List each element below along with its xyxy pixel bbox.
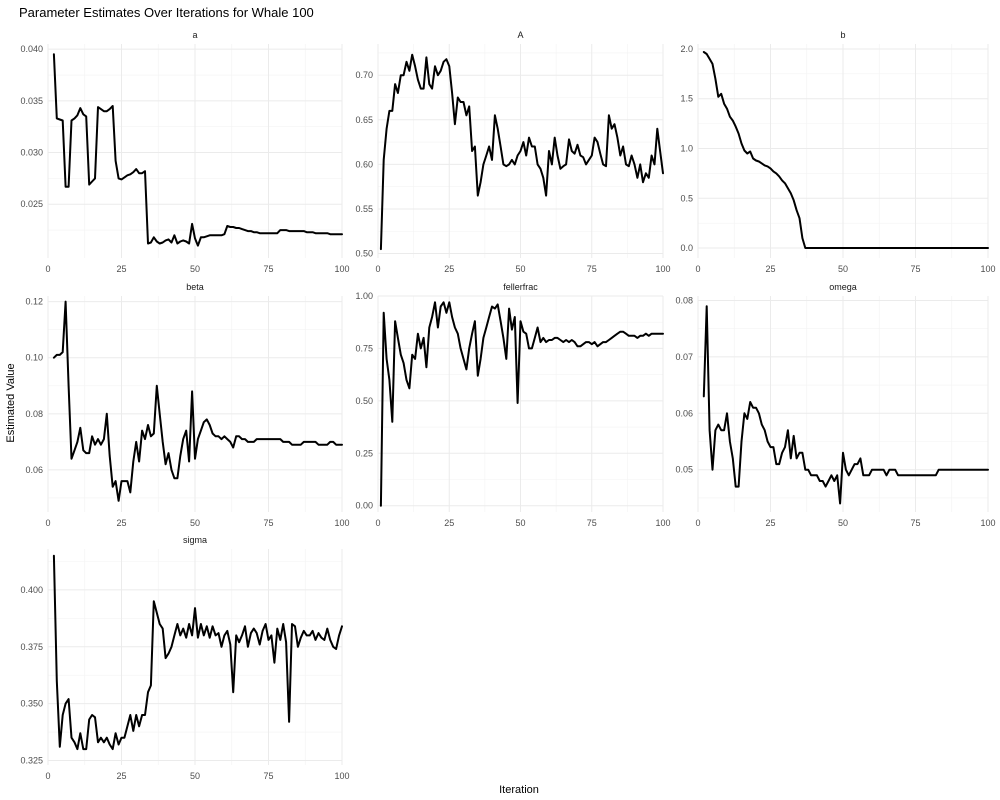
- y-tick-label: 1.0: [680, 144, 693, 154]
- x-tick-label: 50: [838, 518, 848, 528]
- panel-strip-label: a: [192, 30, 197, 40]
- x-tick-label: 0: [375, 518, 380, 528]
- series-line-b: [702, 51, 989, 249]
- panel-strip-label: b: [840, 30, 845, 40]
- y-tick-label: 0.10: [25, 353, 43, 363]
- panel-a: a 0.025 0.030 0.035 0.040 0 25 50 75 100: [20, 30, 349, 274]
- y-tick-label: 0.08: [25, 409, 43, 419]
- y-tick-label: 0.55: [355, 204, 373, 214]
- x-tick-label: 75: [263, 264, 273, 274]
- y-tick-label: 0.07: [675, 352, 693, 362]
- x-tick-label: 75: [910, 518, 920, 528]
- y-tick-label: 0.06: [25, 465, 43, 475]
- x-tick-label: 100: [980, 518, 995, 528]
- y-tick-label: 0.035: [20, 96, 43, 106]
- x-tick-label: 0: [45, 771, 50, 781]
- x-tick-label: 75: [263, 518, 273, 528]
- y-tick-label: 1.5: [680, 94, 693, 104]
- x-tick-label: 0: [695, 264, 700, 274]
- x-tick-label: 50: [190, 771, 200, 781]
- y-tick-label: 0.25: [355, 448, 373, 458]
- y-tick-label: 0.70: [355, 70, 373, 80]
- x-tick-label: 50: [515, 264, 525, 274]
- y-tick-label: 0.400: [20, 585, 43, 595]
- y-tick-label: 0.50: [355, 396, 373, 406]
- x-tick-label: 0: [375, 264, 380, 274]
- y-tick-label: 0.60: [355, 159, 373, 169]
- series-line-a: [52, 53, 343, 247]
- y-tick-label: 0.12: [25, 297, 43, 307]
- x-tick-label: 75: [263, 771, 273, 781]
- y-tick-label: 0.025: [20, 199, 43, 209]
- y-tick-label: 0.5: [680, 193, 693, 203]
- y-tick-label: 0.350: [20, 699, 43, 709]
- series-line-omega: [702, 305, 989, 505]
- panel-beta: beta 0.06 0.08 0.10 0.12 0 25 50 75 100: [25, 282, 349, 528]
- x-tick-label: 25: [444, 518, 454, 528]
- series-line-sigma: [52, 554, 343, 751]
- y-axis-title: Estimated Value: [5, 363, 17, 442]
- x-tick-label: 50: [190, 264, 200, 274]
- x-tick-label: 0: [695, 518, 700, 528]
- panel-strip-label: sigma: [183, 535, 207, 545]
- x-tick-label: 75: [910, 264, 920, 274]
- panel-strip-label: beta: [186, 282, 204, 292]
- panel-strip-label: fellerfrac: [503, 282, 538, 292]
- series-line-beta: [52, 300, 343, 502]
- panel-strip-label: omega: [829, 282, 857, 292]
- x-tick-label: 100: [980, 264, 995, 274]
- y-tick-label: 0.08: [675, 296, 693, 306]
- y-tick-label: 0.75: [355, 343, 373, 353]
- y-tick-label: 0.0: [680, 243, 693, 253]
- x-tick-label: 50: [515, 518, 525, 528]
- y-tick-label: 0.00: [355, 501, 373, 511]
- x-tick-label: 100: [334, 264, 349, 274]
- series-line-a: [379, 53, 664, 251]
- x-tick-label: 100: [655, 264, 670, 274]
- y-tick-label: 0.50: [355, 249, 373, 259]
- y-tick-label: 0.325: [20, 755, 43, 765]
- y-tick-label: 0.06: [675, 408, 693, 418]
- x-tick-label: 100: [655, 518, 670, 528]
- y-tick-label: 0.375: [20, 642, 43, 652]
- x-tick-label: 0: [45, 264, 50, 274]
- y-tick-label: 0.65: [355, 115, 373, 125]
- x-tick-label: 25: [765, 518, 775, 528]
- x-tick-label: 100: [334, 771, 349, 781]
- y-tick-label: 2.0: [680, 44, 693, 54]
- panel-omega: omega 0.05 0.06 0.07 0.08 0 25 50 75 100: [675, 282, 995, 528]
- x-tick-label: 50: [838, 264, 848, 274]
- series-line-fellerfrac: [379, 301, 664, 507]
- x-tick-label: 75: [587, 264, 597, 274]
- y-tick-label: 1.00: [355, 291, 373, 301]
- x-tick-label: 25: [116, 518, 126, 528]
- panel-fellerfrac: fellerfrac 0.00 0.25 0.50 0.75 1.00 0 25 50 75 100: [355, 282, 670, 528]
- x-tick-label: 75: [587, 518, 597, 528]
- y-tick-label: 0.030: [20, 148, 43, 158]
- x-tick-label: 25: [116, 264, 126, 274]
- panel-strip-label: A: [517, 30, 523, 40]
- x-tick-label: 100: [334, 518, 349, 528]
- x-tick-label: 25: [116, 771, 126, 781]
- x-tick-label: 25: [765, 264, 775, 274]
- x-axis-title: Iteration: [499, 784, 539, 796]
- chart-title: Parameter Estimates Over Iterations for …: [19, 5, 314, 20]
- y-tick-label: 0.05: [675, 465, 693, 475]
- x-tick-label: 50: [190, 518, 200, 528]
- y-tick-label: 0.040: [20, 44, 43, 54]
- x-tick-label: 0: [45, 518, 50, 528]
- panel-sigma: sigma 0.325 0.350 0.375 0.400 0 25 50 75 100: [20, 535, 349, 781]
- panel-a: A 0.50 0.55 0.60 0.65 0.70 0 25 50 75 100: [355, 30, 670, 274]
- panel-b: b 0.0 0.5 1.0 1.5 2.0 0 25 50 75 100: [680, 30, 995, 274]
- x-tick-label: 25: [444, 264, 454, 274]
